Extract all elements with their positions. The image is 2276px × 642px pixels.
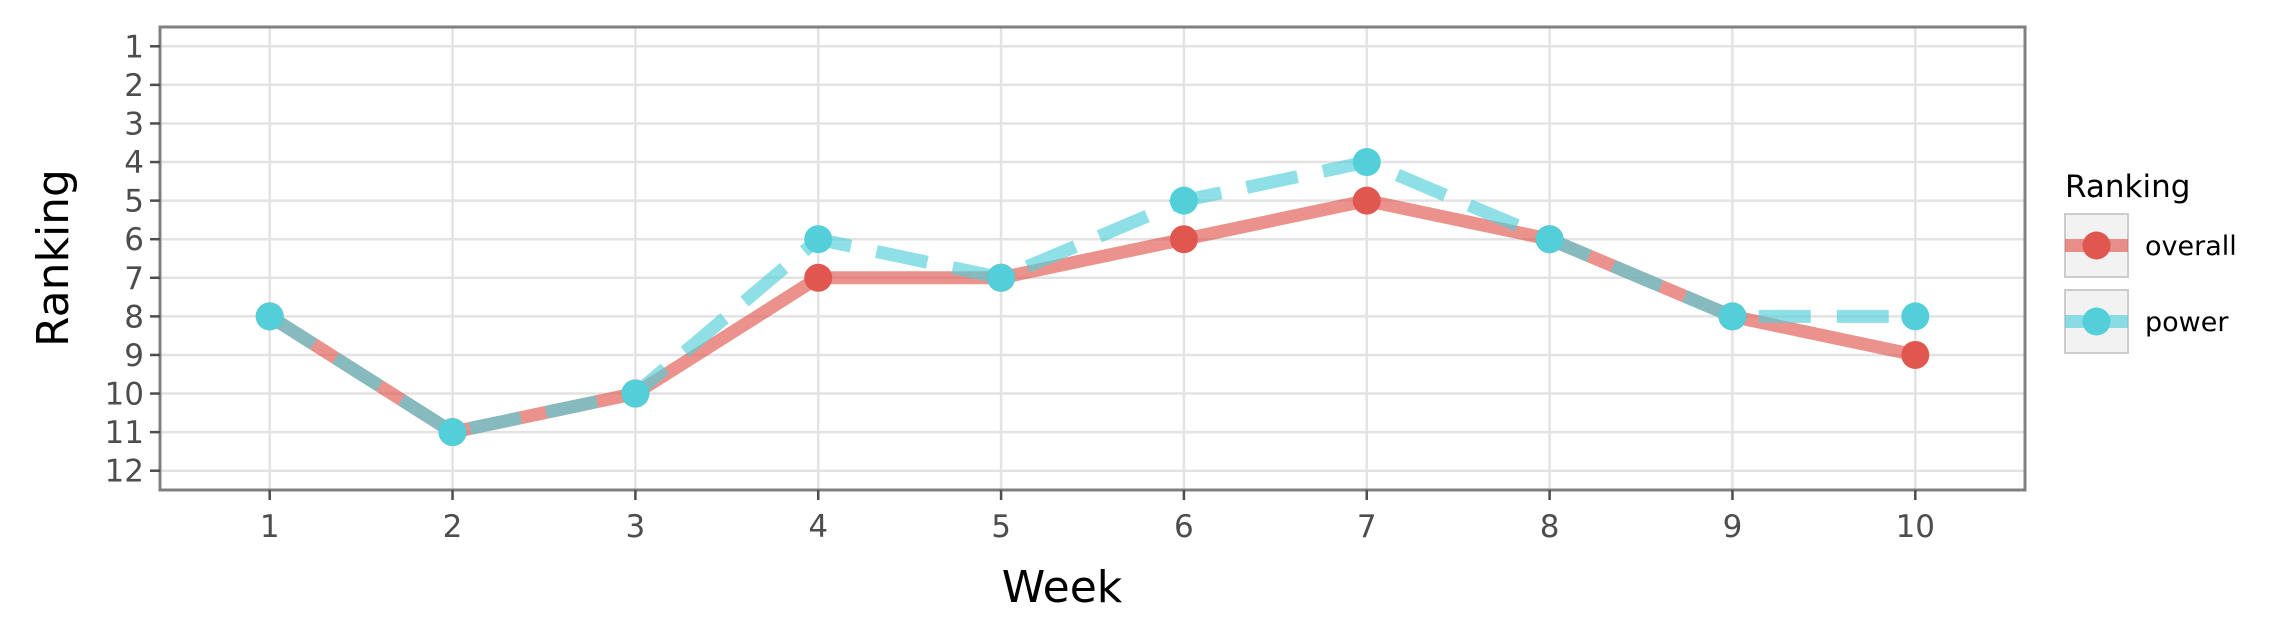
data-point-power [804, 225, 833, 254]
x-tick-label: 8 [1540, 509, 1560, 545]
y-tick-label: 12 [105, 454, 144, 490]
y-tick-label: 7 [124, 261, 144, 297]
y-tick-label: 10 [105, 377, 144, 413]
data-point-power [1169, 186, 1198, 215]
y-tick-label: 5 [124, 184, 144, 220]
data-point-overall [1352, 186, 1381, 215]
legend-marker-power [2082, 307, 2111, 336]
legend-marker-overall [2082, 231, 2111, 260]
y-tick-label: 11 [105, 415, 144, 451]
x-tick-label: 7 [1357, 509, 1377, 545]
x-tick-label: 10 [1896, 509, 1935, 545]
y-tick-label: 4 [124, 145, 144, 181]
series-layer [255, 148, 1930, 447]
data-point-overall [1901, 340, 1930, 369]
x-tick-label: 1 [260, 509, 280, 545]
data-point-power [621, 379, 650, 408]
data-point-overall [1169, 225, 1198, 254]
grid [160, 27, 2025, 490]
legend-title: Ranking [2065, 169, 2190, 205]
y-tick-label: 2 [124, 68, 144, 104]
data-point-power [438, 418, 467, 447]
x-tick-label: 4 [808, 509, 828, 545]
y-tick-label: 9 [124, 338, 144, 374]
data-point-power [1352, 148, 1381, 177]
x-tick-label: 6 [1174, 509, 1194, 545]
y-tick-label: 6 [124, 222, 144, 258]
plot-border [158, 25, 2027, 492]
data-point-power [1901, 302, 1930, 331]
data-point-power [255, 302, 284, 331]
y-axis-title: Ranking [28, 169, 79, 347]
legend-label-overall: overall [2145, 231, 2237, 262]
data-point-power [1718, 302, 1747, 331]
data-point-power [1535, 225, 1564, 254]
x-tick-label: 2 [443, 509, 463, 545]
y-tick-label: 8 [124, 299, 144, 335]
x-axis-title: Week [1002, 562, 1123, 613]
legend: Ranking overall power [2064, 169, 2237, 354]
series-line-power [266, 155, 1916, 439]
x-tick-label: 9 [1723, 509, 1743, 545]
x-tick-label: 3 [626, 509, 646, 545]
data-point-power [987, 263, 1016, 292]
y-tick-label: 3 [124, 106, 144, 142]
legend-label-power: power [2145, 307, 2229, 338]
data-point-overall [804, 263, 833, 292]
x-tick-label: 5 [991, 509, 1011, 545]
y-tick-label: 1 [124, 29, 144, 65]
